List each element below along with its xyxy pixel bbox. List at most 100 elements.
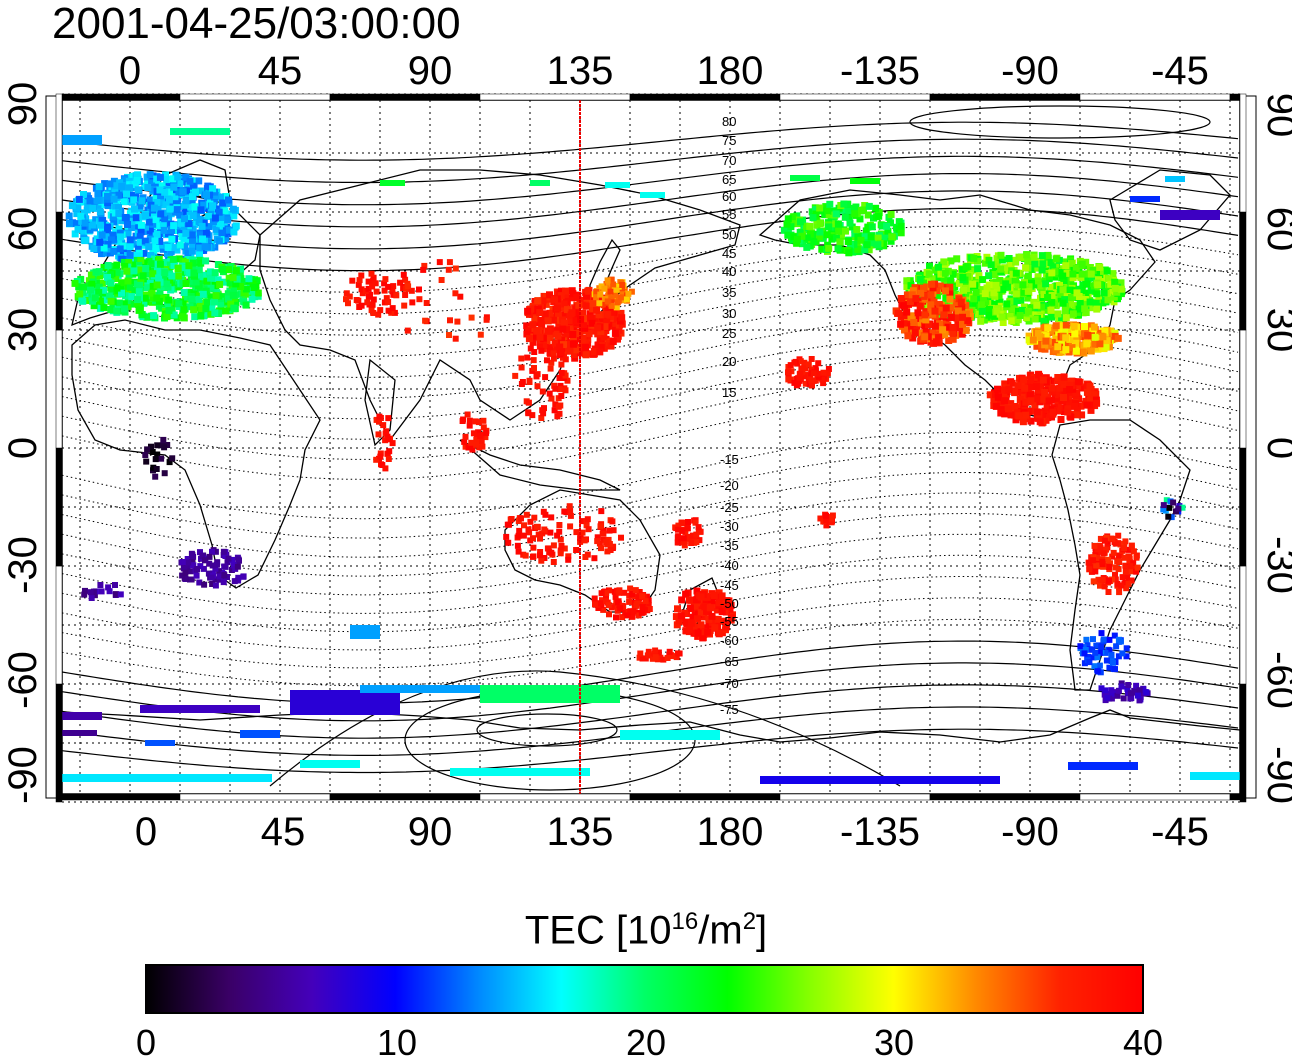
tec-us [1066,286,1074,294]
tec-europe [142,223,149,231]
tec-us [1069,310,1077,318]
bottom-lon-ticks: 0 45 90 135 180 -135 -90 -45 [135,810,1209,854]
tec-australia [533,523,540,530]
tec-europe [101,180,109,188]
tec-europe-south [128,261,136,269]
tec-us-south [1042,337,1050,345]
tec-se-asia [556,386,563,393]
tec-australia [558,543,565,549]
tec-europe [90,245,98,252]
tec-us-west [946,290,954,298]
tec-patagonia [1081,660,1088,667]
tec-canada [897,229,905,237]
south-pole-oval-inner [476,713,618,747]
tec-australia [538,557,545,564]
tec-australia [530,553,536,560]
tec-europe [123,190,130,198]
tec-europe [209,218,217,226]
tec-europe-south [232,267,240,275]
tec-s-america [1112,576,1119,583]
tec-australia-south [597,600,603,607]
tec-us-west [911,329,919,337]
right-lat-ticks: 90 60 30 0 -30 -60 -90 [1259,93,1292,804]
tec-europe-south [199,290,207,298]
tec-europe-south [130,267,138,275]
tec-europe-south [190,306,198,314]
tec-central-america [1020,393,1028,401]
tec-europe-south [219,265,226,273]
tec-europe [189,236,196,244]
tec-europe [212,225,220,233]
tec-europe-south [169,255,177,263]
tec-east-asia [566,317,574,325]
tec-us [1002,280,1010,288]
tec-se-asia [524,354,531,361]
tec-europe-south [107,297,115,305]
tec-us [970,295,978,303]
tec-europe-south [153,281,161,289]
tec-us-west [910,319,918,326]
tec-europe-south [142,265,150,272]
tec-mideast [381,287,388,294]
tec-east-asia [534,305,542,313]
tec-us [1051,273,1059,281]
tec-antarctica [360,685,480,693]
tec-se-asia [552,401,559,408]
tec-europe [189,182,197,190]
tec-w-africa [160,436,167,443]
tec-europe [131,205,138,213]
tec-europe [146,235,154,243]
tec-india [382,437,389,444]
tec-nz [708,597,716,605]
tec-patagonia [1111,632,1118,639]
tec-europe [179,188,187,196]
tec-indonesia [477,432,484,439]
tec-europe-south [156,260,164,268]
tec-europe-south [224,295,232,303]
tec-europe-south [226,279,234,287]
tec-europe-south [197,312,205,320]
tec-se-asia [558,369,565,376]
tec-indonesia [473,441,480,448]
tec-us-south [1079,348,1087,356]
tec-nz [689,613,697,621]
tec-us-south [1062,321,1070,329]
tec-canada [816,204,824,212]
tec-mideast [401,302,408,309]
tec-w-africa [166,459,173,466]
tec-us [1030,253,1038,261]
tec-us [958,266,966,274]
tec-australia-south [626,598,633,605]
tec-s-africa [187,568,194,575]
tec-europe-south [192,278,200,286]
tec-canada [853,226,861,234]
tec-asia-scatter [422,317,429,324]
tec-europe-south [90,302,98,310]
tec-antarctica [62,774,272,782]
tec-s-america [1114,558,1121,565]
coastline [459,439,621,491]
tec-central-america [1000,390,1008,398]
tec-europe [102,233,110,241]
tec-us [965,289,973,297]
tec-japan [604,298,611,305]
tec-australia-south [619,614,626,621]
tec-us-south [1081,323,1088,330]
tec-us [1048,269,1056,277]
tec-canada [825,223,832,231]
tec-canada [874,234,882,242]
tec-us [982,299,990,307]
tec-europe [181,208,189,216]
tec-europe-south [135,288,143,296]
tec-antarctica [240,730,280,738]
tec-australia [573,547,580,553]
tec-w-africa [161,444,168,451]
tec-se-asia [540,410,547,417]
tec-europe-south [225,266,232,274]
tec-europe-south [120,258,128,266]
tec-central-america [1007,411,1015,419]
contour-labels: 8075706560555045403530252015-15-20-25-30… [720,114,739,717]
tec-europe [209,202,217,210]
tec-south-ocean [660,656,667,663]
tec-europe-south [142,259,150,267]
